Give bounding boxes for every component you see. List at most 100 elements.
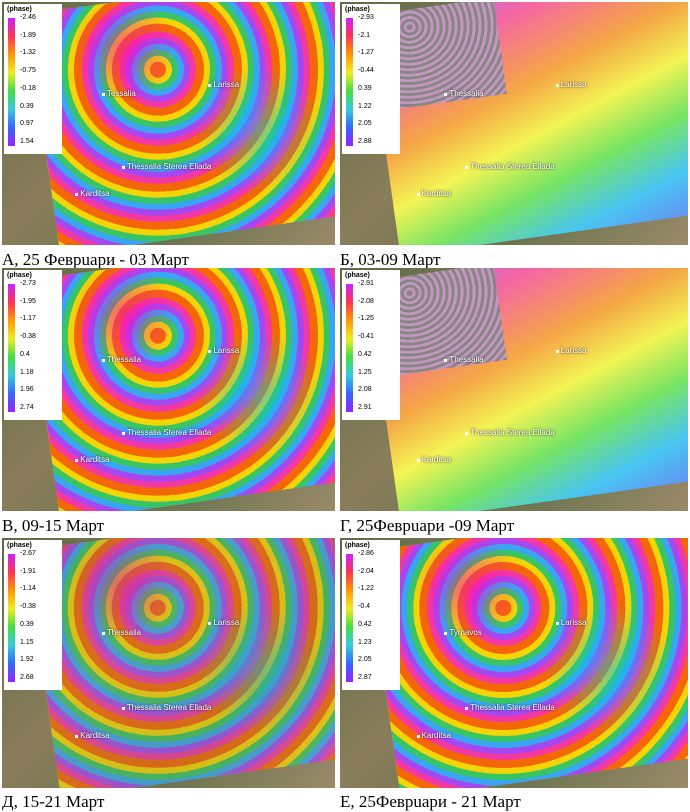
colorbar-legend: (phase)-2.73 -1.95 -1.17 -0.38 0.4 1.18 1.96 2.… [4,270,62,420]
phase-map [26,538,335,788]
colorbar [346,18,353,146]
colorbar-tick-label: 1.54 [20,138,34,145]
colorbar-tick-label: -1.91 [20,568,36,575]
caption: В, 09-15 Март [2,516,104,536]
colorbar-tick-label: 1.22 [358,103,372,110]
caption: Д, 15-21 Март [2,792,104,812]
colorbar-tick-label: -0.4 [358,603,370,610]
colorbar [8,284,15,412]
place-label: Larissa [556,80,587,89]
place-label: Thessalia Sterea Ellada [122,703,212,712]
colorbar-tick-label: -2.86 [358,550,374,557]
colorbar-tick-label: 2.87 [358,674,372,681]
legend-title: (phase) [345,272,370,279]
colorbar-tick-label: 0.42 [358,621,372,628]
interferogram-panel: Larissa Tyrnavos Thessalia Sterea Ellada Ka… [340,538,688,788]
colorbar-tick-label: -1.95 [20,298,36,305]
colorbar-tick-label: -2.1 [358,32,370,39]
colorbar-tick-label: -2.67 [20,550,36,557]
place-label: Karditsa [417,189,451,198]
legend-title: (phase) [7,6,32,13]
phase-map [27,2,335,245]
page: Larissa Tessalia Thessalia Sterea Ellada Ka… [0,0,690,810]
colorbar [8,554,15,682]
colorbar-tick-label: -1.17 [20,315,36,322]
colorbar-tick-label: 2.05 [358,656,372,663]
colorbar-tick-label: 0.4 [20,351,30,358]
place-label: Tessalia [102,89,136,98]
colorbar-tick-label: 0.39 [20,621,34,628]
legend-title: (phase) [345,6,370,13]
caption: А, 25 Феврuари - 03 Март [2,250,189,270]
colorbar [346,284,353,412]
place-label: Thessalia [102,355,141,364]
place-label: Thessalia Sterea Ellada [465,703,555,712]
phase-map [366,2,688,245]
colorbar-tick-label: -1.22 [358,585,374,592]
colorbar-tick-label: -1.89 [20,32,36,39]
colorbar-tick-label: -2.93 [358,14,374,21]
colorbar-tick-label: -2.46 [20,14,36,21]
place-label: Karditsa [75,455,109,464]
colorbar [346,554,353,682]
legend-title: (phase) [7,272,32,279]
colorbar-tick-label: 1.96 [20,386,34,393]
colorbar-tick-label: 1.18 [20,369,34,376]
colorbar-tick-label: -0.38 [20,333,36,340]
caption: Г, 25Феврuари -09 Март [340,516,514,536]
place-label: Thessalia Sterea Ellada [465,428,555,437]
colorbar-tick-label: 0.97 [20,120,34,127]
colorbar-tick-label: 1.92 [20,656,34,663]
phase-map [366,268,688,511]
place-label: Thessalia [102,628,141,637]
colorbar-tick-label: -1.25 [358,315,374,322]
colorbar-tick-label: 1.25 [358,369,372,376]
colorbar-tick-label: 2.88 [358,138,372,145]
colorbar-tick-label: -0.38 [20,603,36,610]
place-label: Larissa [208,80,239,89]
legend-title: (phase) [7,542,32,549]
place-label: Thessalia Sterea Ellada [122,428,212,437]
colorbar-tick-label: 2.68 [20,674,34,681]
phase-map [366,538,688,788]
place-label: Thessalia [444,355,483,364]
place-label: Karditsa [417,455,451,464]
colorbar-tick-label: -0.44 [358,67,374,74]
place-label: Larissa [556,618,587,627]
place-label: Tyrnavos [444,628,481,637]
colorbar-tick-label: -0.18 [20,85,36,92]
colorbar-tick-label: -1.27 [358,49,374,56]
place-label: Thessalia Sterea Ellada [122,162,212,171]
colorbar-tick-label: -2.73 [20,280,36,287]
legend-title: (phase) [345,542,370,549]
phase-map [27,268,335,511]
place-label: Karditsa [75,189,109,198]
place-label: Thessalia [444,89,483,98]
place-label: Larissa [208,346,239,355]
caption: Б, 03-09 Март [340,250,441,270]
colorbar-tick-label: 0.39 [358,85,372,92]
place-label: Larissa [556,346,587,355]
interferogram-panel: Larissa Tessalia Thessalia Sterea Ellada Ka… [2,2,335,245]
colorbar-tick-label: -2.91 [358,280,374,287]
colorbar-tick-label: -0.75 [20,67,36,74]
colorbar-tick-label: -2.08 [358,298,374,305]
colorbar-tick-label: -1.14 [20,585,36,592]
colorbar-tick-label: 2.05 [358,120,372,127]
colorbar-tick-label: 2.74 [20,404,34,411]
colorbar-legend: (phase)-2.93 -2.1 -1.27 -0.44 0.39 1.22 2.05 2.… [342,4,400,154]
place-label: Karditsa [417,731,451,740]
interferogram-panel: Larissa Thessalia Thessalia Sterea Ellada K… [2,268,335,511]
colorbar [8,18,15,146]
place-label: Larissa [208,618,239,627]
caption: Е, 25Феврuари - 21 Март [340,792,521,812]
colorbar-tick-label: 2.91 [358,404,372,411]
colorbar-tick-label: 1.23 [358,639,372,646]
colorbar-tick-label: 2.08 [358,386,372,393]
